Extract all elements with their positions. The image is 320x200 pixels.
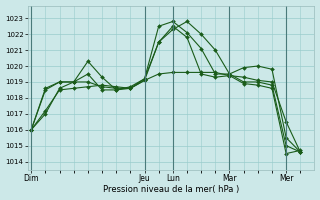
X-axis label: Pression niveau de la mer( hPa ): Pression niveau de la mer( hPa ) (103, 185, 239, 194)
